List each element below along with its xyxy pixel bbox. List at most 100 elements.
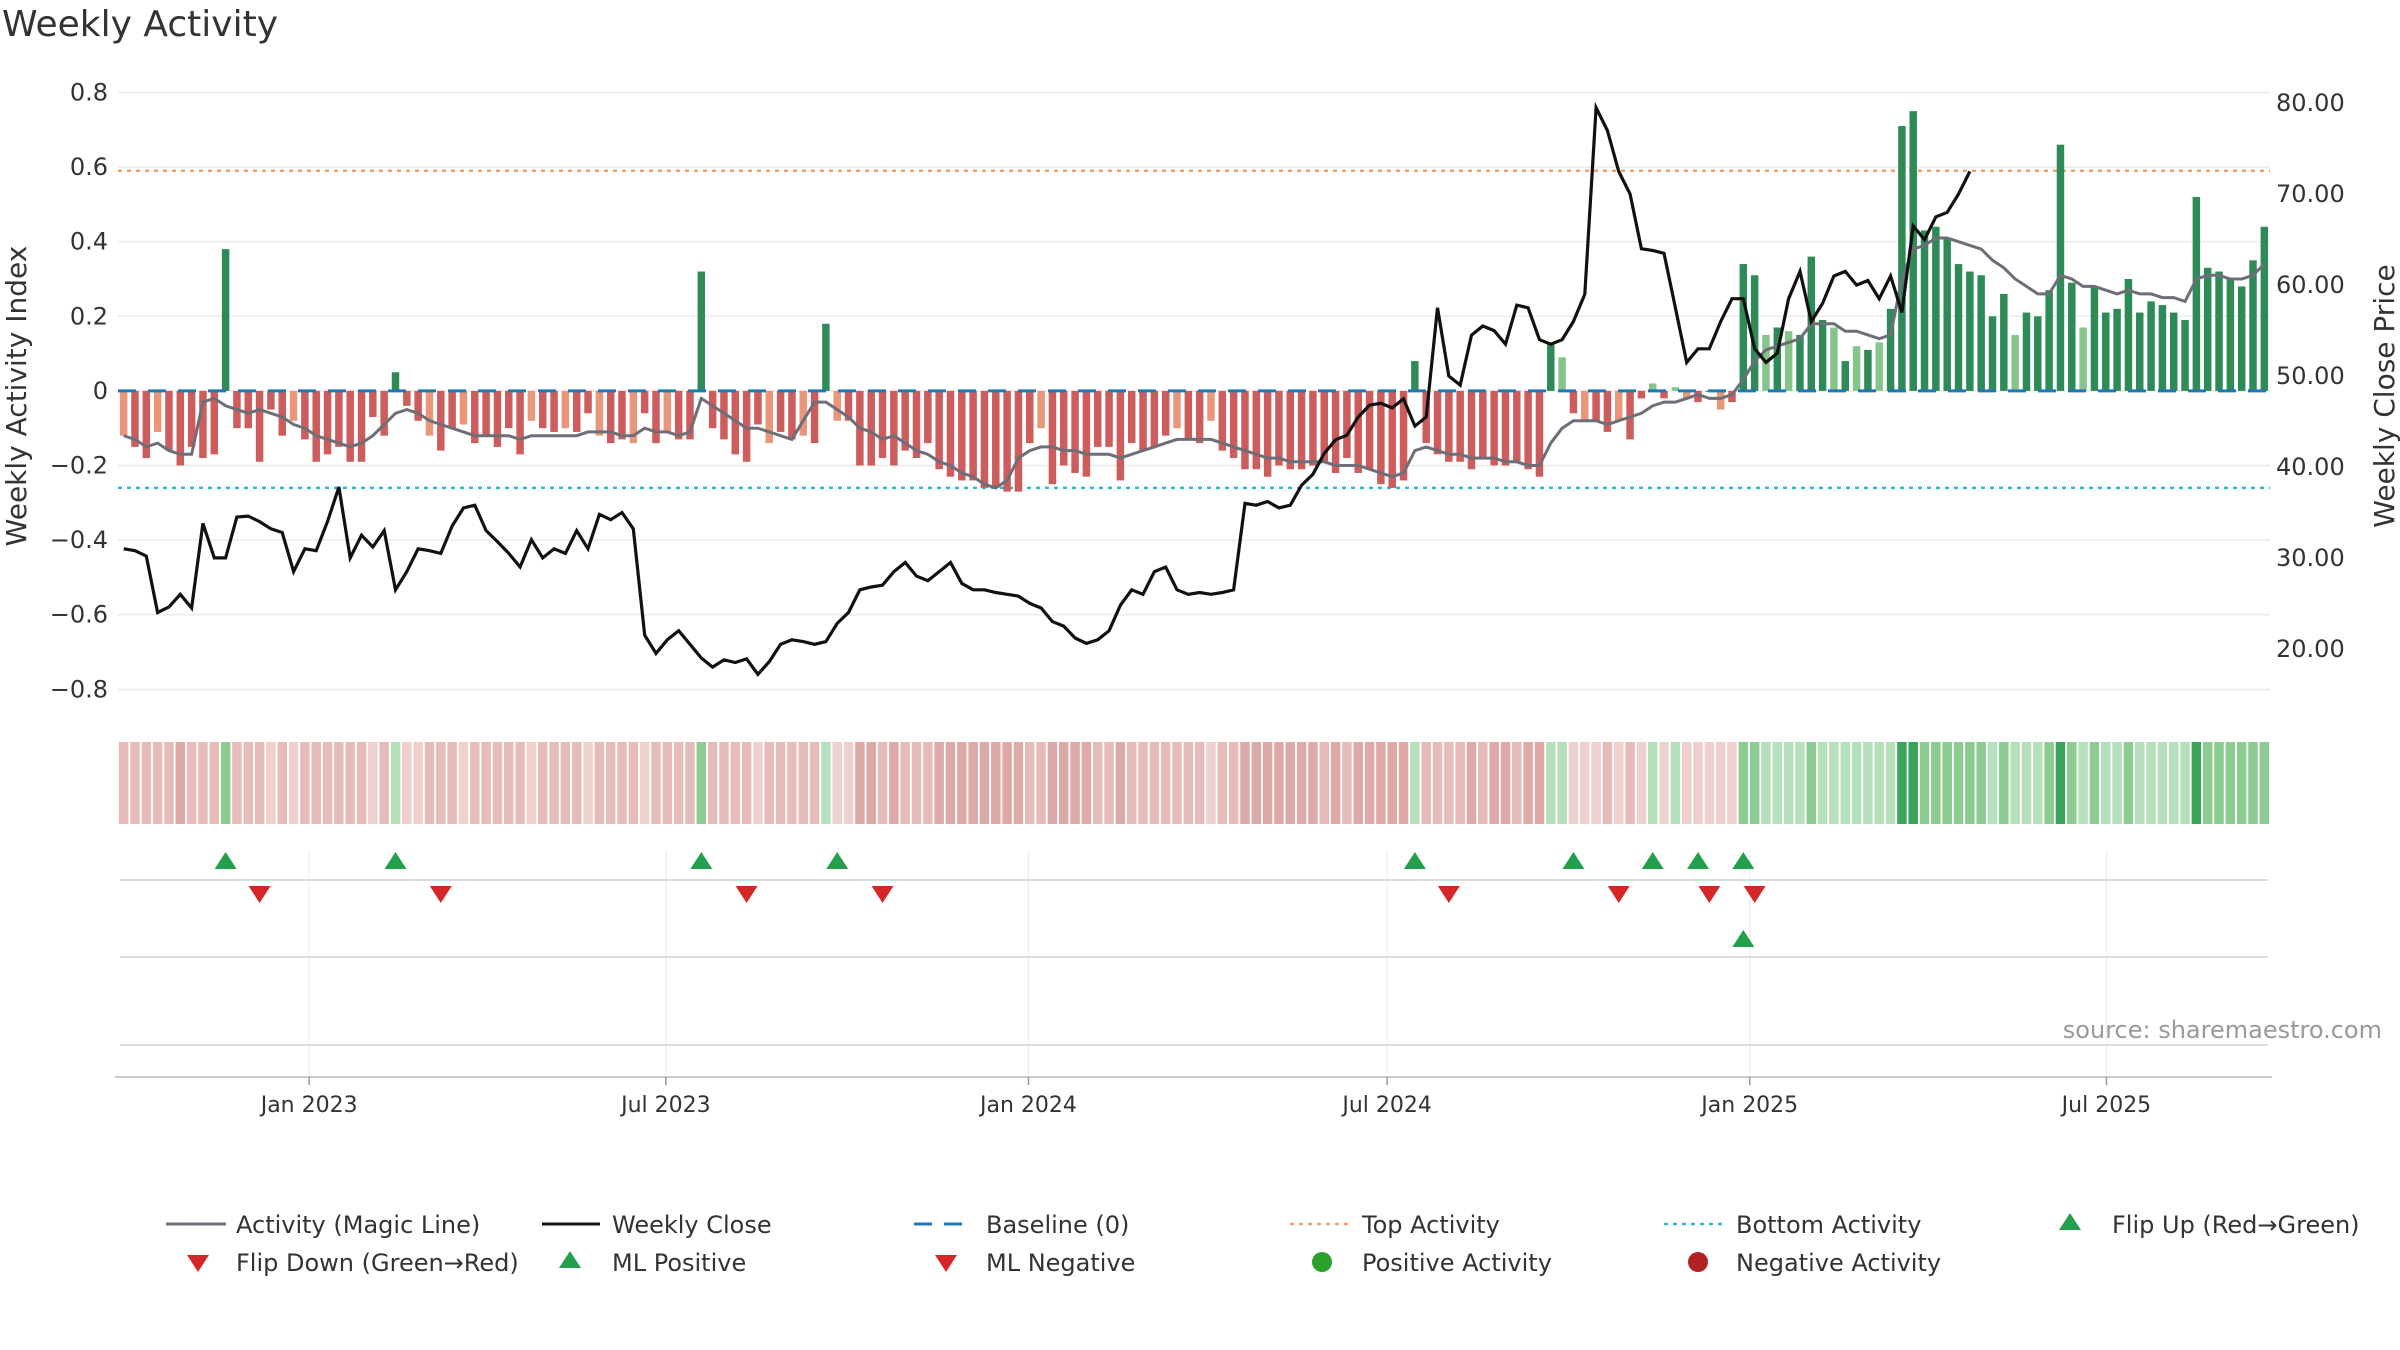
flip-up-marker: [1641, 852, 1664, 869]
flip-down-marker: [1743, 886, 1766, 903]
activity-bar: [1864, 349, 1872, 391]
activity-bar: [1898, 126, 1906, 391]
heat-cell: [549, 742, 559, 824]
activity-bar: [1750, 275, 1759, 391]
activity-bar: [912, 390, 921, 459]
heat-cell: [152, 742, 163, 824]
legend-label: ML Positive: [612, 1249, 746, 1277]
heat-cell: [1251, 742, 1262, 824]
heat-cell: [877, 742, 888, 824]
heat-cell: [2089, 742, 2100, 824]
flip-up-marker: [826, 852, 849, 869]
activity-bar: [369, 390, 377, 418]
flip-up-marker: [214, 852, 237, 869]
left-tick-label: −0.2: [50, 452, 108, 480]
activity-bar: [788, 390, 796, 440]
heat-cell: [1591, 742, 1601, 824]
heat-cell: [436, 742, 446, 824]
heat-cell: [2202, 742, 2213, 824]
heat-cell: [1444, 742, 1454, 824]
heat-cell: [1523, 742, 1533, 824]
activity-bar: [380, 390, 388, 436]
activity-bar: [538, 390, 547, 429]
heat-cell: [2180, 742, 2190, 824]
heat-cell: [1715, 742, 1726, 824]
heat-cell: [1897, 742, 1907, 824]
activity-bar: [697, 271, 706, 391]
legend-swatch: [1688, 1252, 1708, 1272]
activity-bar: [1773, 327, 1782, 391]
flip-down-marker: [429, 886, 452, 903]
heat-cell: [2168, 742, 2179, 824]
activity-bar: [1456, 390, 1464, 462]
heat-cell: [2055, 742, 2066, 824]
heat-cell: [1330, 742, 1341, 824]
left-tick-label: 0.8: [70, 78, 108, 106]
activity-bar: [946, 390, 955, 477]
x-tick-label: Jan 2024: [978, 1093, 1077, 1118]
heat-cell: [1308, 742, 1318, 824]
activity-bar: [867, 390, 875, 466]
activity-bar: [1150, 390, 1159, 447]
heat-cell: [322, 742, 333, 824]
activity-bar: [335, 390, 343, 447]
magic-line: [123, 236, 2266, 490]
right-tick-label: 50.00: [2276, 362, 2345, 390]
legend-label: Top Activity: [1361, 1211, 1500, 1239]
activity-bar: [1513, 390, 1521, 462]
heat-cell: [1806, 742, 1817, 824]
legend-label: Weekly Close: [612, 1211, 772, 1239]
activity-bar: [901, 390, 909, 451]
activity-bar: [1241, 390, 1249, 470]
activity-bar: [969, 390, 977, 481]
activity-bar: [176, 390, 185, 466]
left-tick-label: 0.4: [70, 228, 108, 256]
heat-cell: [2123, 742, 2134, 824]
heat-cell: [1025, 742, 1035, 824]
heat-cell: [560, 742, 571, 824]
heat-cell: [2259, 742, 2270, 824]
heat-cell: [311, 742, 321, 824]
heat-cell: [1704, 742, 1715, 824]
activity-bar: [550, 390, 558, 432]
heat-cell: [662, 742, 673, 824]
activity-bar: [731, 390, 740, 455]
heat-cell: [356, 742, 367, 824]
heat-cell: [821, 742, 831, 824]
activity-bar: [2079, 327, 2087, 391]
heat-cell: [1274, 742, 1284, 824]
heat-cell: [458, 742, 469, 824]
heat-cell: [2225, 742, 2236, 824]
heat-cell: [2033, 742, 2043, 824]
activity-bar: [2000, 293, 2008, 391]
activity-bar: [595, 390, 604, 436]
activity-bar: [1966, 271, 1974, 391]
activity-bar: [1660, 390, 1668, 399]
activity-bar: [992, 390, 1000, 488]
activity-bar: [1343, 390, 1351, 459]
activity-bar: [1139, 390, 1147, 451]
heat-cell: [186, 742, 197, 824]
activity-bar: [1818, 320, 1827, 391]
heat-cell: [1138, 742, 1148, 824]
heat-cell: [1489, 742, 1499, 824]
heat-cell: [504, 742, 514, 824]
heat-cell: [2067, 742, 2077, 824]
heat-cell: [1546, 742, 1556, 824]
activity-bar: [2102, 312, 2110, 391]
left-tick-label: 0: [93, 377, 108, 405]
right-tick-label: 30.00: [2276, 544, 2345, 572]
activity-bar: [267, 390, 275, 410]
heat-cell: [1206, 742, 1216, 824]
heat-cell: [2044, 742, 2054, 824]
legend-swatch: [187, 1255, 209, 1272]
activity-bar: [1886, 308, 1895, 391]
heat-cell: [481, 742, 491, 824]
activity-bar: [482, 390, 490, 436]
heat-cell: [1183, 742, 1194, 824]
legend-swatch: [1312, 1252, 1332, 1272]
activity-bar: [1331, 390, 1340, 473]
heat-cell: [515, 742, 525, 824]
heat-cell: [1410, 742, 1420, 824]
heat-cell: [1512, 742, 1522, 824]
